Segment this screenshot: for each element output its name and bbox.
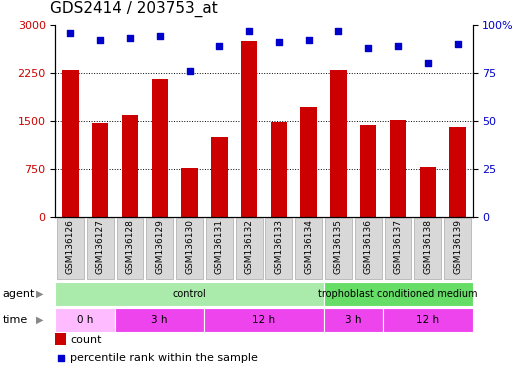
Point [275,39,283,45]
Point [56,354,65,361]
Text: ▶: ▶ [36,289,43,299]
Text: GSM136132: GSM136132 [244,219,253,274]
Bar [300,107,317,217]
Text: trophoblast conditioned medium: trophoblast conditioned medium [318,289,478,299]
Point [215,43,223,49]
Text: GSM136133: GSM136133 [275,219,284,274]
Bar [390,120,406,217]
Bar [324,282,473,306]
Point [334,28,343,34]
Point [454,41,462,47]
Point [155,33,164,40]
Text: GSM136131: GSM136131 [215,219,224,274]
Text: 12 h: 12 h [416,315,439,325]
Point [423,60,432,66]
Text: agent: agent [3,289,35,299]
Bar [115,308,204,332]
Bar [204,308,324,332]
FancyBboxPatch shape [146,218,173,279]
FancyBboxPatch shape [117,218,143,279]
FancyBboxPatch shape [57,218,84,279]
Bar [360,126,376,217]
Text: GSM136128: GSM136128 [126,219,135,274]
Point [96,37,105,43]
FancyBboxPatch shape [266,218,293,279]
Bar [241,41,257,217]
Text: GSM136137: GSM136137 [393,219,402,274]
FancyBboxPatch shape [235,218,262,279]
Point [245,28,253,34]
Bar [55,333,66,346]
Text: time: time [3,315,28,325]
Text: 12 h: 12 h [252,315,276,325]
FancyBboxPatch shape [325,218,352,279]
Text: GSM136129: GSM136129 [155,219,164,274]
Bar [62,70,79,217]
Point [185,68,194,74]
Point [126,35,134,41]
Text: 3 h: 3 h [152,315,168,325]
Point [394,43,402,49]
Point [364,45,373,51]
FancyBboxPatch shape [385,218,411,279]
Bar [449,127,466,217]
Text: 0 h: 0 h [77,315,93,325]
Text: control: control [173,289,206,299]
Bar [152,79,168,217]
Text: GSM136134: GSM136134 [304,219,313,274]
Point [305,37,313,43]
FancyBboxPatch shape [206,218,233,279]
FancyBboxPatch shape [444,218,471,279]
Bar [331,70,347,217]
Text: GSM136130: GSM136130 [185,219,194,274]
Text: GSM136135: GSM136135 [334,219,343,274]
FancyBboxPatch shape [295,218,322,279]
Bar [92,123,108,217]
Bar [55,282,324,306]
Text: GSM136138: GSM136138 [423,219,432,274]
Point [66,30,74,36]
Text: GSM136126: GSM136126 [66,219,75,274]
Text: GSM136136: GSM136136 [364,219,373,274]
Text: count: count [70,334,101,344]
FancyBboxPatch shape [355,218,382,279]
Text: 3 h: 3 h [345,315,362,325]
Bar [383,308,473,332]
Bar [324,308,383,332]
Text: ▶: ▶ [36,315,43,325]
Bar [271,122,287,217]
FancyBboxPatch shape [176,218,203,279]
Bar [55,308,115,332]
Bar [211,137,228,217]
Bar [181,168,197,217]
FancyBboxPatch shape [87,218,114,279]
Bar [420,167,436,217]
Text: GDS2414 / 203753_at: GDS2414 / 203753_at [50,1,218,17]
Text: percentile rank within the sample: percentile rank within the sample [70,353,258,362]
FancyBboxPatch shape [414,218,441,279]
Text: GSM136127: GSM136127 [96,219,105,274]
Bar [122,115,138,217]
Text: GSM136139: GSM136139 [453,219,462,274]
